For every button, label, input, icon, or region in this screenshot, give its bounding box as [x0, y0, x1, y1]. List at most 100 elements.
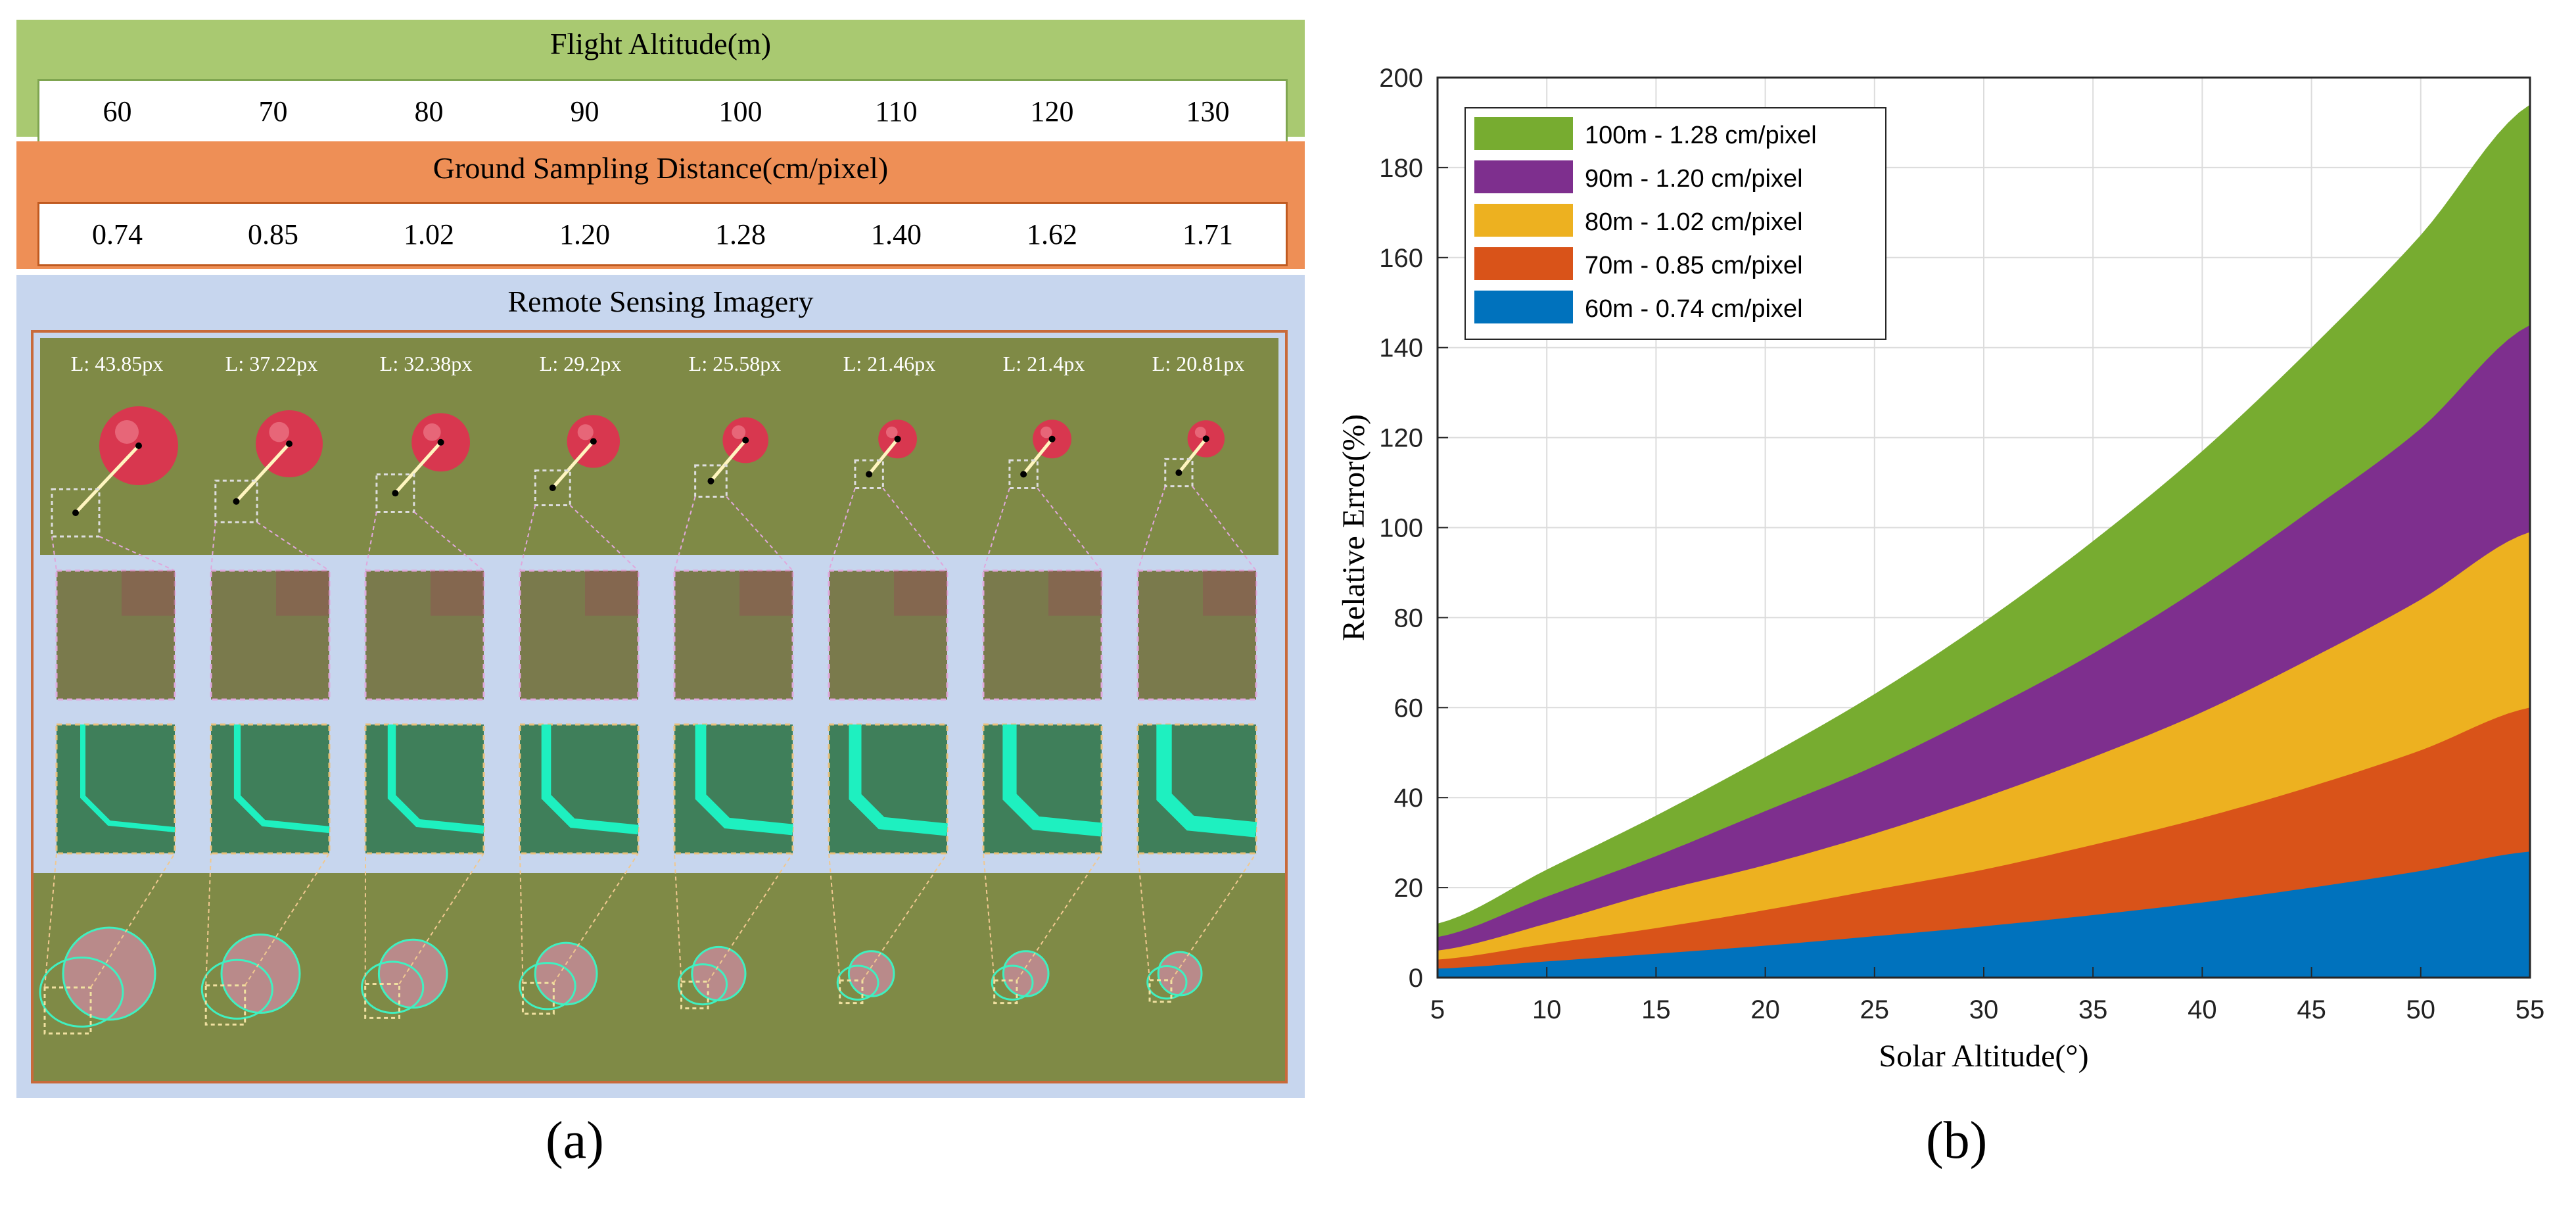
- y-tick-label: 140: [1379, 334, 1423, 363]
- panel-label-a: (a): [546, 1112, 604, 1170]
- shadow-tip-box: [534, 469, 571, 506]
- length-label: L: 29.2px: [540, 352, 621, 375]
- segment-connector: [1016, 853, 1102, 981]
- x-axis-title: Solar Altitude(°): [1879, 1039, 2088, 1074]
- ball-highlight: [423, 423, 441, 441]
- segment-connector: [205, 853, 212, 985]
- y-tick-label: 200: [1379, 64, 1423, 93]
- panel-b: 5 10 15 20 25 30 35 40 45 50 55 0 20 40 60 80 100 120 140 1…: [1308, 0, 2576, 1211]
- legend-label: 70m - 0.85 cm/pixel: [1585, 252, 1803, 279]
- zoom-patch-ball-edge: [1203, 571, 1256, 616]
- y-tick-label: 60: [1394, 694, 1424, 723]
- shadow-tip-box: [1164, 458, 1194, 488]
- tip-point: [72, 510, 79, 516]
- segment-boundary: [849, 724, 948, 836]
- segment-connector: [244, 853, 330, 986]
- flight-altitude-band: Flight Altitude(m) 60 70 80 90 100 110 1…: [16, 20, 1305, 143]
- length-label: L: 21.46px: [843, 352, 935, 375]
- length-line: [235, 442, 291, 503]
- x-tick-label: 50: [2406, 995, 2436, 1024]
- altitude-cell: 60: [103, 95, 132, 128]
- length-line: [394, 441, 442, 494]
- zoom-connector: [674, 496, 696, 571]
- zoom-connector: [882, 487, 948, 571]
- altitude-cell: 120: [1030, 95, 1074, 128]
- shadow-tip-box: [214, 479, 258, 523]
- segment-tip-box: [364, 983, 400, 1019]
- length-line: [1177, 437, 1207, 474]
- length-label: L: 25.58px: [689, 352, 781, 375]
- segmented-ball: [377, 938, 448, 1009]
- ball-highlight: [1194, 427, 1206, 438]
- tip-point: [233, 498, 240, 505]
- y-tick-label: 0: [1409, 964, 1423, 993]
- x-tick-label: 25: [1860, 995, 1890, 1024]
- legend-swatch: [1474, 204, 1573, 237]
- segment-tip-box: [1148, 979, 1173, 1003]
- tip-point: [1175, 469, 1183, 477]
- length-line: [551, 440, 595, 489]
- altitude-cell: 130: [1186, 95, 1230, 128]
- legend-swatch: [1474, 291, 1573, 323]
- y-tick-label: 160: [1379, 244, 1423, 273]
- shadow-contour: [519, 962, 576, 1010]
- gsd-band: Ground Sampling Distance(cm/pixel) 0.74 …: [16, 141, 1305, 269]
- segment-boundary: [1002, 724, 1103, 837]
- shadow-tip-box: [375, 473, 415, 513]
- segment-boundary: [80, 724, 176, 832]
- tip-point: [392, 490, 399, 497]
- tip-point: [1020, 471, 1027, 478]
- x-tick-label: 30: [1969, 995, 1999, 1024]
- length-line: [868, 438, 899, 475]
- row-ball-strip: [40, 338, 1278, 555]
- shadow-contour: [991, 964, 1034, 1001]
- zoom-connector: [210, 522, 216, 571]
- segment-patch: [210, 723, 331, 855]
- altitude-cell: 70: [258, 95, 288, 128]
- segmented-ball: [691, 945, 747, 1002]
- center-point: [742, 437, 749, 444]
- length-label: L: 37.22px: [225, 352, 317, 375]
- imagery-illustration: L: 43.85px L: 37.22px L: 32.38px L: 29.2px L…: [34, 338, 1285, 1081]
- flight-altitude-title: Flight Altitude(m): [550, 27, 772, 60]
- ball-highlight: [577, 424, 594, 440]
- tip-point: [707, 477, 714, 485]
- segment-tip-box: [521, 982, 555, 1015]
- length-label: L: 32.38px: [380, 352, 472, 375]
- y-axis-title: Relative Error(%): [1336, 414, 1371, 641]
- length-line: [1022, 438, 1054, 475]
- tip-point: [866, 471, 873, 478]
- segment-tip-box: [204, 984, 246, 1026]
- segmented-ball: [1002, 950, 1050, 997]
- tip-point: [549, 485, 556, 492]
- panel-label-b: (b): [1926, 1112, 1988, 1170]
- imagery-band: Remote Sensing Imagery L: 43.85px L: 37.2…: [16, 275, 1305, 1098]
- shadow-tip-box: [694, 464, 728, 498]
- shadow-tip-box: [1008, 459, 1039, 490]
- segment-boundary: [541, 724, 639, 835]
- x-tick-label: 15: [1641, 995, 1671, 1024]
- flight-altitude-values: 60 70 80 90 100 110 120 130: [37, 79, 1288, 143]
- shadow-tip-box: [51, 488, 101, 538]
- zoom-patch-ball-edge: [894, 571, 947, 616]
- gsd-values: 0.74 0.85 1.02 1.20 1.28 1.40 1.62 1.71: [37, 202, 1288, 266]
- segment-connector: [90, 853, 176, 988]
- legend-label: 90m - 1.20 cm/pixel: [1585, 165, 1803, 193]
- gsd-cell: 1.40: [871, 218, 922, 250]
- shadow-contour: [1146, 964, 1188, 1000]
- y-tick-label: 100: [1379, 514, 1423, 543]
- zoom-patch-ball-edge: [1048, 571, 1102, 616]
- altitude-cell: 90: [570, 95, 599, 128]
- gsd-cell: 0.74: [92, 218, 143, 250]
- segment-tip-box: [43, 986, 92, 1035]
- altitude-cell: 110: [875, 95, 918, 128]
- segment-patch: [55, 723, 176, 855]
- ball-highlight: [115, 420, 139, 444]
- gsd-title: Ground Sampling Distance(cm/pixel): [433, 151, 889, 185]
- zoom-connector: [569, 504, 639, 571]
- shadow-contour: [678, 963, 728, 1006]
- y-tick-label: 180: [1379, 154, 1423, 183]
- segment-connector: [862, 853, 948, 981]
- imagery-frame: L: 43.85px L: 37.22px L: 32.38px L: 29.2px L…: [31, 330, 1288, 1083]
- altitude-cell: 100: [718, 95, 762, 128]
